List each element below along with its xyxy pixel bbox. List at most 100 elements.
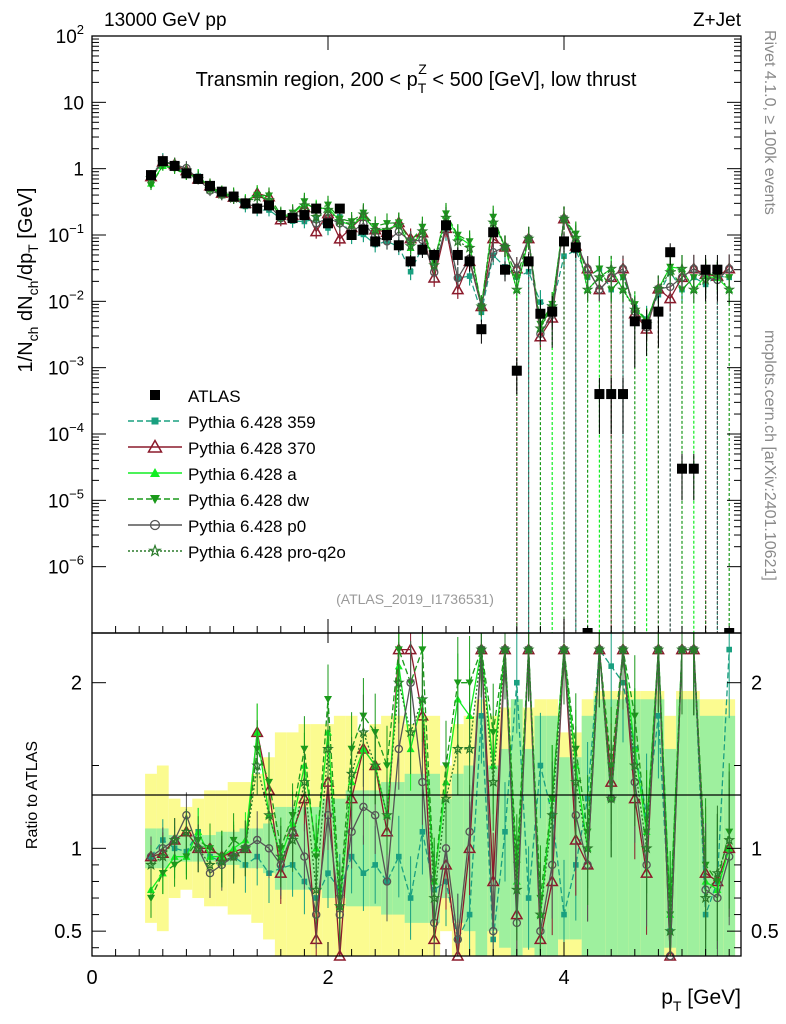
y-tick-label: 102 bbox=[56, 22, 84, 48]
ratio-tick-label-right: 0.5 bbox=[751, 921, 779, 943]
atlas-point bbox=[216, 186, 227, 197]
chart-title-rest: < 500 [GeV], low thrust bbox=[427, 69, 637, 91]
legend-marker bbox=[149, 519, 161, 531]
atlas-point bbox=[665, 247, 676, 258]
y-tick-label: 1 bbox=[73, 160, 84, 181]
main-series-line bbox=[150, 161, 730, 331]
x-tick-label: 2 bbox=[322, 967, 333, 989]
y-tick-label: 10−4 bbox=[48, 420, 84, 446]
atlas-point bbox=[476, 324, 487, 335]
y-tick-exp: −5 bbox=[69, 486, 84, 501]
ratio-point bbox=[145, 858, 157, 870]
ratio-point bbox=[192, 842, 205, 854]
atlas-point bbox=[559, 236, 569, 247]
ratio-point bbox=[534, 908, 547, 920]
analysis-id: (ATLAS_2019_I1736531) bbox=[336, 591, 494, 607]
header-left: 13000 GeV pp bbox=[104, 10, 227, 31]
atlas-point bbox=[228, 191, 239, 202]
legend-marker bbox=[151, 417, 159, 425]
side-bottom: mcplots.cern.ch [arXiv:2401.10621] bbox=[761, 330, 778, 581]
legend-marker bbox=[148, 543, 162, 557]
green-band-bin bbox=[475, 715, 488, 956]
main-point bbox=[451, 235, 464, 247]
atlas-point bbox=[299, 210, 310, 221]
atlas-point bbox=[240, 198, 251, 209]
atlas-point bbox=[523, 256, 534, 267]
ratio-series-line bbox=[150, 648, 730, 915]
main-point bbox=[451, 282, 465, 295]
ratio-point bbox=[300, 852, 309, 861]
legend-item: Pythia 6.428 dw bbox=[128, 491, 310, 510]
atlas-point bbox=[570, 242, 581, 253]
chart-title-sup: Z bbox=[418, 61, 427, 77]
main-point bbox=[392, 219, 405, 231]
atlas-point bbox=[594, 389, 605, 400]
legend-label: Pythia 6.428 dw bbox=[188, 491, 310, 510]
atlas-point bbox=[547, 306, 558, 317]
green-band-bin bbox=[451, 773, 464, 923]
atlas-point bbox=[629, 316, 640, 327]
legend-label: Pythia 6.428 a bbox=[188, 465, 297, 484]
legend-marker-atlas bbox=[150, 390, 160, 400]
atlas-point bbox=[287, 213, 298, 224]
main-point bbox=[617, 283, 629, 295]
main-point bbox=[583, 264, 592, 273]
main-series-line bbox=[150, 165, 730, 326]
ratio-point bbox=[510, 883, 523, 895]
y-tick-exp: −4 bbox=[69, 420, 84, 435]
atlas-point bbox=[653, 306, 664, 317]
y-label-d: ch bbox=[25, 281, 41, 296]
green-band-bin bbox=[404, 773, 417, 923]
legend-item-atlas: ATLAS bbox=[150, 387, 241, 406]
atlas-point bbox=[346, 230, 357, 240]
x-label-rest: [GeV] bbox=[681, 986, 741, 1009]
green-band-bin bbox=[558, 757, 570, 940]
ratio-point bbox=[310, 883, 323, 895]
y-label-c: dN bbox=[15, 295, 37, 326]
legend-marker bbox=[150, 468, 160, 477]
ratio-point bbox=[239, 842, 252, 854]
ratio-point bbox=[465, 679, 474, 687]
ratio-series-layer bbox=[144, 633, 736, 961]
atlas-point bbox=[441, 220, 451, 231]
ratio-point bbox=[652, 643, 665, 655]
y-tick-exp: −2 bbox=[69, 287, 84, 302]
atlas-point bbox=[688, 463, 699, 474]
atlas-point bbox=[641, 319, 652, 330]
main-point bbox=[663, 291, 677, 304]
main-point bbox=[510, 283, 523, 295]
atlas-point bbox=[323, 218, 333, 229]
main-point bbox=[581, 283, 594, 295]
main-point bbox=[369, 223, 382, 235]
atlas-point bbox=[311, 203, 322, 214]
x-axis-label: pT [GeV] bbox=[661, 986, 741, 1014]
atlas-point bbox=[511, 365, 522, 376]
ratio-point bbox=[463, 742, 476, 754]
legend-label: Pythia 6.428 pro-q2o bbox=[188, 543, 346, 562]
atlas-point bbox=[488, 227, 499, 238]
ratio-point bbox=[381, 809, 393, 821]
main-point bbox=[404, 239, 417, 252]
main-point bbox=[147, 182, 155, 190]
main-point bbox=[558, 212, 570, 224]
y-label-g: [GeV] bbox=[15, 188, 37, 245]
main-point bbox=[322, 203, 334, 215]
ratio-point bbox=[699, 891, 712, 904]
atlas-point bbox=[334, 203, 345, 214]
ratio-point bbox=[274, 850, 287, 862]
ratio-point bbox=[664, 925, 677, 937]
x-label-main: p bbox=[661, 986, 673, 1009]
ratio-point bbox=[640, 842, 653, 854]
legend-item: Pythia 6.428 370 bbox=[128, 438, 316, 458]
y-tick-base: 10 bbox=[48, 491, 69, 512]
main-point bbox=[687, 283, 700, 295]
ratio-point bbox=[180, 825, 193, 837]
y-tick-base: 10 bbox=[48, 425, 69, 446]
atlas-point bbox=[157, 156, 168, 167]
y-axis-label: 1/Nch dNch/dpT [GeV] bbox=[15, 188, 41, 373]
main-point bbox=[357, 208, 370, 220]
y-tick-base: 10 bbox=[56, 27, 77, 48]
atlas-point bbox=[370, 236, 381, 247]
legend-marker bbox=[150, 495, 160, 504]
